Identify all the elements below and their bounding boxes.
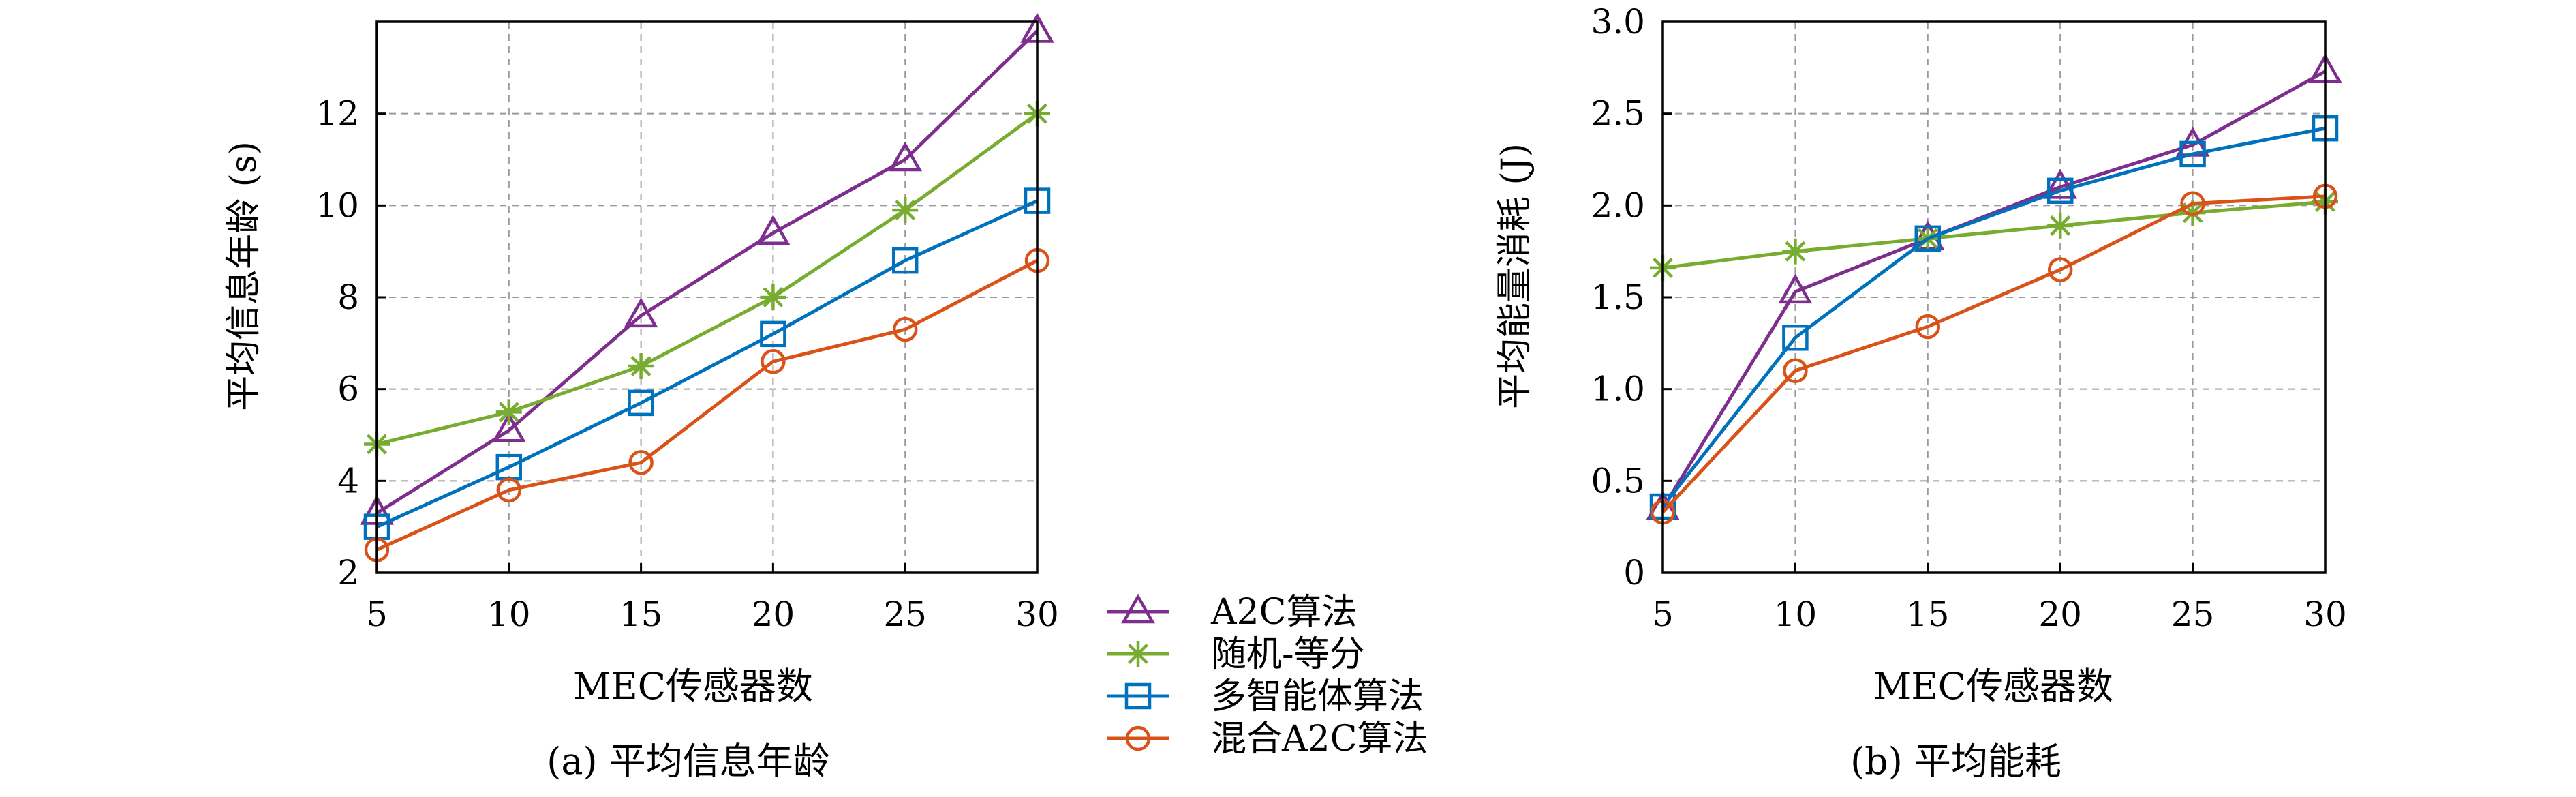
panel-a-data-point xyxy=(761,349,786,374)
panel-b-ytick-label: 1.0 xyxy=(1591,370,1645,409)
panel-a-data-point xyxy=(628,450,654,475)
panel-a-xtick-label: 10 xyxy=(487,595,531,634)
panel-a-ytick-label: 2 xyxy=(337,553,359,592)
legend-entry: 随机-等分 xyxy=(1107,634,1365,675)
panel-a-data-point xyxy=(491,412,526,442)
panel-b-series-line xyxy=(1661,70,2327,510)
panel-a: 平均信息年龄 (s) MEC传感器数 (a) 平均信息年龄 5 10 15 20 25 3… xyxy=(224,12,1059,783)
legend-marker xyxy=(1121,593,1155,624)
panel-b-series-line xyxy=(1661,126,2326,508)
panel-b-series-line xyxy=(1662,200,2326,270)
panel-a-ytick-label: 12 xyxy=(316,94,359,134)
legend-marker xyxy=(1125,725,1151,751)
panel-a-series-line xyxy=(375,199,1039,528)
panel-a-data-point xyxy=(892,197,919,224)
panel-a-data-point xyxy=(760,284,786,310)
panel-a-data-point xyxy=(756,215,791,245)
panel-a-xlabel: MEC传感器数 xyxy=(573,665,813,708)
panel-b-ytick-label: 1.5 xyxy=(1591,277,1645,317)
panel-a-ytick-label: 6 xyxy=(337,370,359,409)
panel-b-data-point xyxy=(2180,191,2205,216)
panel-a-ytick-label: 8 xyxy=(337,277,359,317)
panel-b-xtick-label: 5 xyxy=(1652,595,1674,634)
panel-a-series-line xyxy=(375,258,1039,552)
panel-b-ylabel: 平均能量消耗 (J) xyxy=(1494,143,1535,409)
panel-b-series-3 xyxy=(1649,115,2339,520)
panel-b-ytick-label: 2.0 xyxy=(1591,185,1645,225)
panel-b-series-line xyxy=(1661,194,2326,513)
legend-entry: A2C算法 xyxy=(1107,592,1357,633)
panel-b-data-point xyxy=(1915,314,1941,340)
panel-b-data-point xyxy=(1782,238,1809,265)
panel-b-data-point xyxy=(1778,273,1813,304)
panel-b-data-point xyxy=(2047,212,2074,239)
panel-a-data-point xyxy=(495,399,522,425)
panel-b-data-point xyxy=(2047,257,2073,282)
panel-a-xtick-label: 20 xyxy=(752,595,795,634)
panel-b-ytick-label: 0 xyxy=(1623,553,1645,592)
panel-b-data-point xyxy=(2179,200,2206,226)
panel-b-data-point xyxy=(1914,225,1942,252)
panel-a-series-1 xyxy=(360,12,1054,525)
panel-b-data-point xyxy=(1782,325,1809,351)
legend-label: 随机-等分 xyxy=(1211,634,1365,675)
panel-a-data-point xyxy=(628,389,654,417)
panel-b-xlabel: MEC传感器数 xyxy=(1873,665,2113,708)
panel-a-xtick-label: 25 xyxy=(883,595,927,634)
panel-a-grid xyxy=(376,22,1038,573)
panel-a-data-point xyxy=(892,316,918,342)
legend-label: 混合A2C算法 xyxy=(1211,719,1428,760)
panel-a-data-point xyxy=(624,297,658,328)
panel-a-series-3 xyxy=(363,187,1051,540)
panel-b-xtick-label: 25 xyxy=(2171,595,2215,634)
panel-a-data-point xyxy=(496,477,522,503)
legend-label: A2C算法 xyxy=(1210,592,1357,633)
legend-entry: 多智能体算法 xyxy=(1107,676,1424,717)
panel-a-ytick-label: 4 xyxy=(337,461,359,500)
panel-a-xtick-label: 5 xyxy=(366,595,388,634)
panel-b-data-point xyxy=(2179,140,2206,168)
panel-a-xtick-label: 15 xyxy=(619,595,663,634)
panel-a-data-point xyxy=(628,353,654,379)
panel-a-data-point xyxy=(760,320,786,348)
panel-b-ytick-label: 2.5 xyxy=(1591,94,1645,134)
panel-b-data-point xyxy=(1783,358,1808,383)
panel-b-series-4 xyxy=(1650,183,2338,525)
panel-a-plot-frame xyxy=(375,20,1039,574)
legend-marker xyxy=(1124,682,1152,710)
panel-b-xtick-label: 15 xyxy=(1906,595,1950,634)
panel-a-xtick-label: 30 xyxy=(1015,595,1059,634)
panel-b-title: (b) 平均能耗 xyxy=(1850,740,2061,783)
panel-a-series-line xyxy=(375,29,1039,515)
panel-b-xtick-label: 10 xyxy=(1774,595,1818,634)
panel-b-plot-frame xyxy=(1661,20,2327,574)
panel-b-data-point xyxy=(2043,168,2078,199)
panel-a-ylabel: 平均信息年龄 (s) xyxy=(224,141,264,411)
panel-b-xtick-label: 20 xyxy=(2038,595,2082,634)
panel-b-ytick-label: 3.0 xyxy=(1591,2,1645,42)
panel-b-xtick-label: 30 xyxy=(2303,595,2347,634)
panel-b-data-point xyxy=(2046,177,2074,205)
legend-marker xyxy=(1125,641,1151,667)
panel-a-data-point xyxy=(888,141,923,172)
panel-a-series-line xyxy=(376,112,1039,446)
panel-b-ytick-label: 0.5 xyxy=(1591,461,1645,500)
legend-label: 多智能体算法 xyxy=(1211,676,1424,717)
panel-a-data-point xyxy=(891,247,919,274)
panel-b: 平均能量消耗 (J) MEC传感器数 (b) 平均能耗 5 10 15 20 25 30 0… xyxy=(1494,2,2347,783)
panel-a-series-4 xyxy=(364,247,1050,562)
panel-a-series-2 xyxy=(364,100,1050,457)
legend-entry: 混合A2C算法 xyxy=(1107,719,1428,760)
panel-a-title: (a) 平均信息年龄 xyxy=(547,740,830,783)
panel-a-ytick-label: 10 xyxy=(316,185,359,225)
panel-b-series-1 xyxy=(1646,53,2342,520)
